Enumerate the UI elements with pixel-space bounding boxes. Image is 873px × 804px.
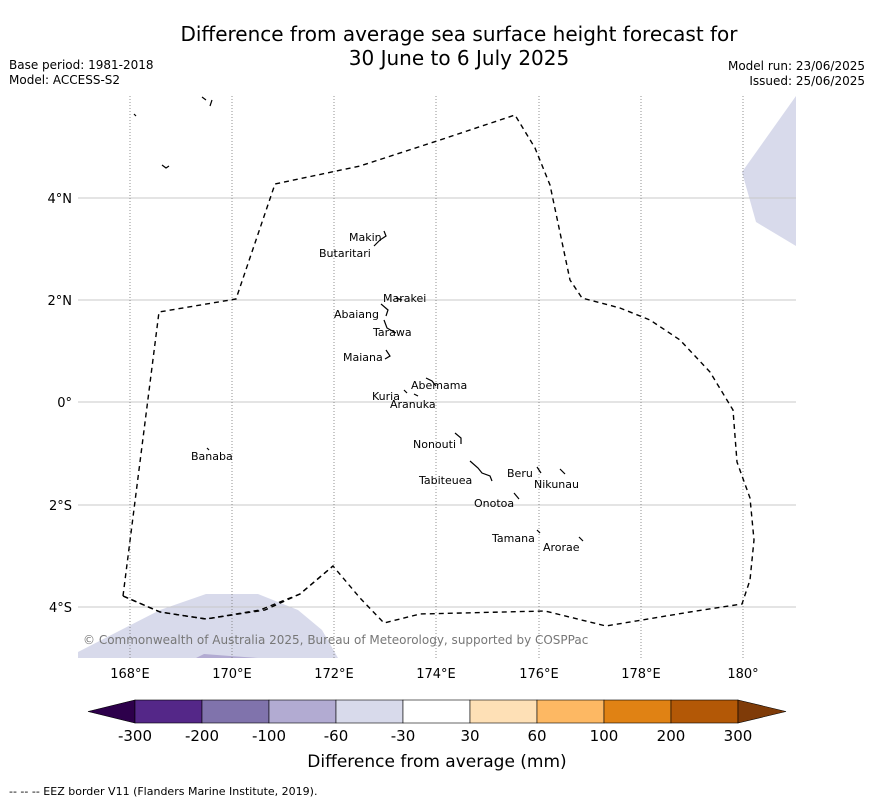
island-label-banaba: Banaba <box>191 450 233 463</box>
colorbar-extend-low <box>87 699 136 724</box>
island-label-onotoa: Onotoa <box>474 497 514 510</box>
base-period: Base period: 1981-2018 <box>9 58 154 72</box>
island-outlines <box>133 96 584 542</box>
island-label-nikunau: Nikunau <box>534 478 579 491</box>
colorbar-tick-label: -300 <box>118 727 152 745</box>
island-label-maiana: Maiana <box>343 351 383 364</box>
island-outline-marakei <box>395 297 403 301</box>
colorbar-segment <box>335 699 404 724</box>
colorbar-tick-label: -60 <box>324 727 349 745</box>
island-outline-butaritari <box>373 239 381 247</box>
eez-borders <box>122 114 755 627</box>
meta-right: Model run: 23/06/2025 Issued: 25/06/2025 <box>728 59 865 89</box>
island-outline-tamana <box>536 529 541 534</box>
island-outline-banaba <box>206 447 210 451</box>
lon-tick-label: 178°E <box>621 667 661 682</box>
lon-tick-label: 174°E <box>416 667 456 682</box>
island-outline-maiana <box>384 349 391 360</box>
colorbar-segment <box>268 699 337 724</box>
model-name: Model: ACCESS-S2 <box>9 73 121 87</box>
lat-tick-label: 0° <box>57 396 72 411</box>
lat-tick-labels: 4°N 2°N 0° 2°S 4°S <box>48 192 73 616</box>
island-label-makin: Makin <box>349 231 382 244</box>
eez-border-gilbert <box>122 114 755 627</box>
colorbar-tick-label: 300 <box>724 727 753 745</box>
island-label-tamana: Tamana <box>491 532 535 545</box>
island-label-butaritari: Butaritari <box>319 247 371 260</box>
island-outline-abemama <box>425 377 437 387</box>
island-label-kuria: Kuria <box>372 390 400 403</box>
title-line-1: Difference from average sea surface heig… <box>180 22 738 46</box>
lon-tick-label: 176°E <box>519 667 559 682</box>
island-label-aranuka: Aranuka <box>390 398 436 411</box>
island-outline-north-2 <box>201 96 213 107</box>
island-outline-north-3 <box>161 164 170 169</box>
island-label-tabiteuea: Tabiteuea <box>418 474 472 487</box>
map-plot-area: Makin Butaritari Marakei Abaiang Tarawa … <box>78 96 796 658</box>
lon-gridlines <box>129 96 744 658</box>
map-title: Difference from average sea surface heig… <box>0 22 873 70</box>
island-label-marakei: Marakei <box>383 292 426 305</box>
colorbar-segment <box>201 699 270 724</box>
island-outline-nikunau <box>559 468 566 475</box>
meta-left: Base period: 1981-2018 Model: ACCESS-S2 <box>9 58 154 88</box>
island-outline-beru <box>536 466 542 474</box>
colorbar-extend-high <box>737 699 787 724</box>
colorbar-label: Difference from average (mm) <box>307 752 566 772</box>
island-outline-arorae <box>578 536 584 542</box>
colorbar-tick-label: -30 <box>391 727 416 745</box>
eez-border-nauru <box>122 565 334 620</box>
lon-tick-label: 168°E <box>110 667 150 682</box>
island-outline-north-1 <box>133 113 137 117</box>
island-label-arorae: Arorae <box>543 541 580 554</box>
island-outline-tabiteuea <box>469 460 493 482</box>
colorbar-tick-label: -100 <box>252 727 286 745</box>
colorbar-segment <box>469 699 538 724</box>
colorbar-segment <box>670 699 739 724</box>
anomaly-region-southwest <box>78 594 338 658</box>
lon-tick-label: 172°E <box>314 667 354 682</box>
island-outline-nonouti <box>454 432 462 444</box>
eez-footnote: -- -- -- EEZ border V11 (Flanders Marine… <box>9 785 318 798</box>
island-outline-makin <box>379 230 387 241</box>
colorbar <box>87 699 787 724</box>
lon-tick-labels: 168°E 170°E 172°E 174°E 176°E 178°E 180° <box>110 667 758 682</box>
island-label-nonouti: Nonouti <box>413 438 456 451</box>
colorbar-tick-label: 200 <box>657 727 686 745</box>
copyright-notice: © Commonwealth of Australia 2025, Bureau… <box>83 633 588 647</box>
colorbar-tick-label: 100 <box>590 727 619 745</box>
lat-tick-label: 2°S <box>49 499 72 514</box>
island-outline-tarawa <box>383 319 397 334</box>
island-label-abaiang: Abaiang <box>334 308 379 321</box>
colorbar-tick-label: -200 <box>185 727 219 745</box>
model-run: Model run: 23/06/2025 <box>727 59 865 73</box>
lat-tick-label: 4°N <box>48 192 73 207</box>
island-outline-kuria <box>403 389 408 394</box>
island-outline-abaiang <box>380 303 389 317</box>
lat-tick-label: 4°S <box>49 601 72 616</box>
island-label-abemama: Abemama <box>411 379 467 392</box>
issued-date: Issued: 25/06/2025 <box>749 74 865 88</box>
lat-tick-label: 2°N <box>48 294 73 309</box>
island-labels: Makin Butaritari Marakei Abaiang Tarawa … <box>191 231 580 554</box>
lon-tick-label: 170°E <box>212 667 252 682</box>
colorbar-segment <box>402 699 471 724</box>
title-line-2: 30 June to 6 July 2025 <box>348 46 570 70</box>
anomaly-region-southwest-strong <box>196 654 258 658</box>
lat-gridlines <box>78 197 796 608</box>
colorbar-tick-label: 30 <box>460 727 479 745</box>
island-outline-onotoa <box>513 492 520 500</box>
island-label-beru: Beru <box>507 467 533 480</box>
colorbar-segment <box>603 699 672 724</box>
colorbar-tick-label: 60 <box>527 727 546 745</box>
colorbar-tick-labels: -300 -200 -100 -60 -30 30 60 100 200 300 <box>118 727 752 745</box>
colorbar-segment <box>134 699 203 724</box>
island-outline-aranuka <box>413 393 419 397</box>
anomaly-region-east <box>742 96 796 246</box>
colorbar-segment <box>536 699 605 724</box>
lon-tick-label: 180° <box>727 667 758 682</box>
island-label-tarawa: Tarawa <box>372 326 412 339</box>
